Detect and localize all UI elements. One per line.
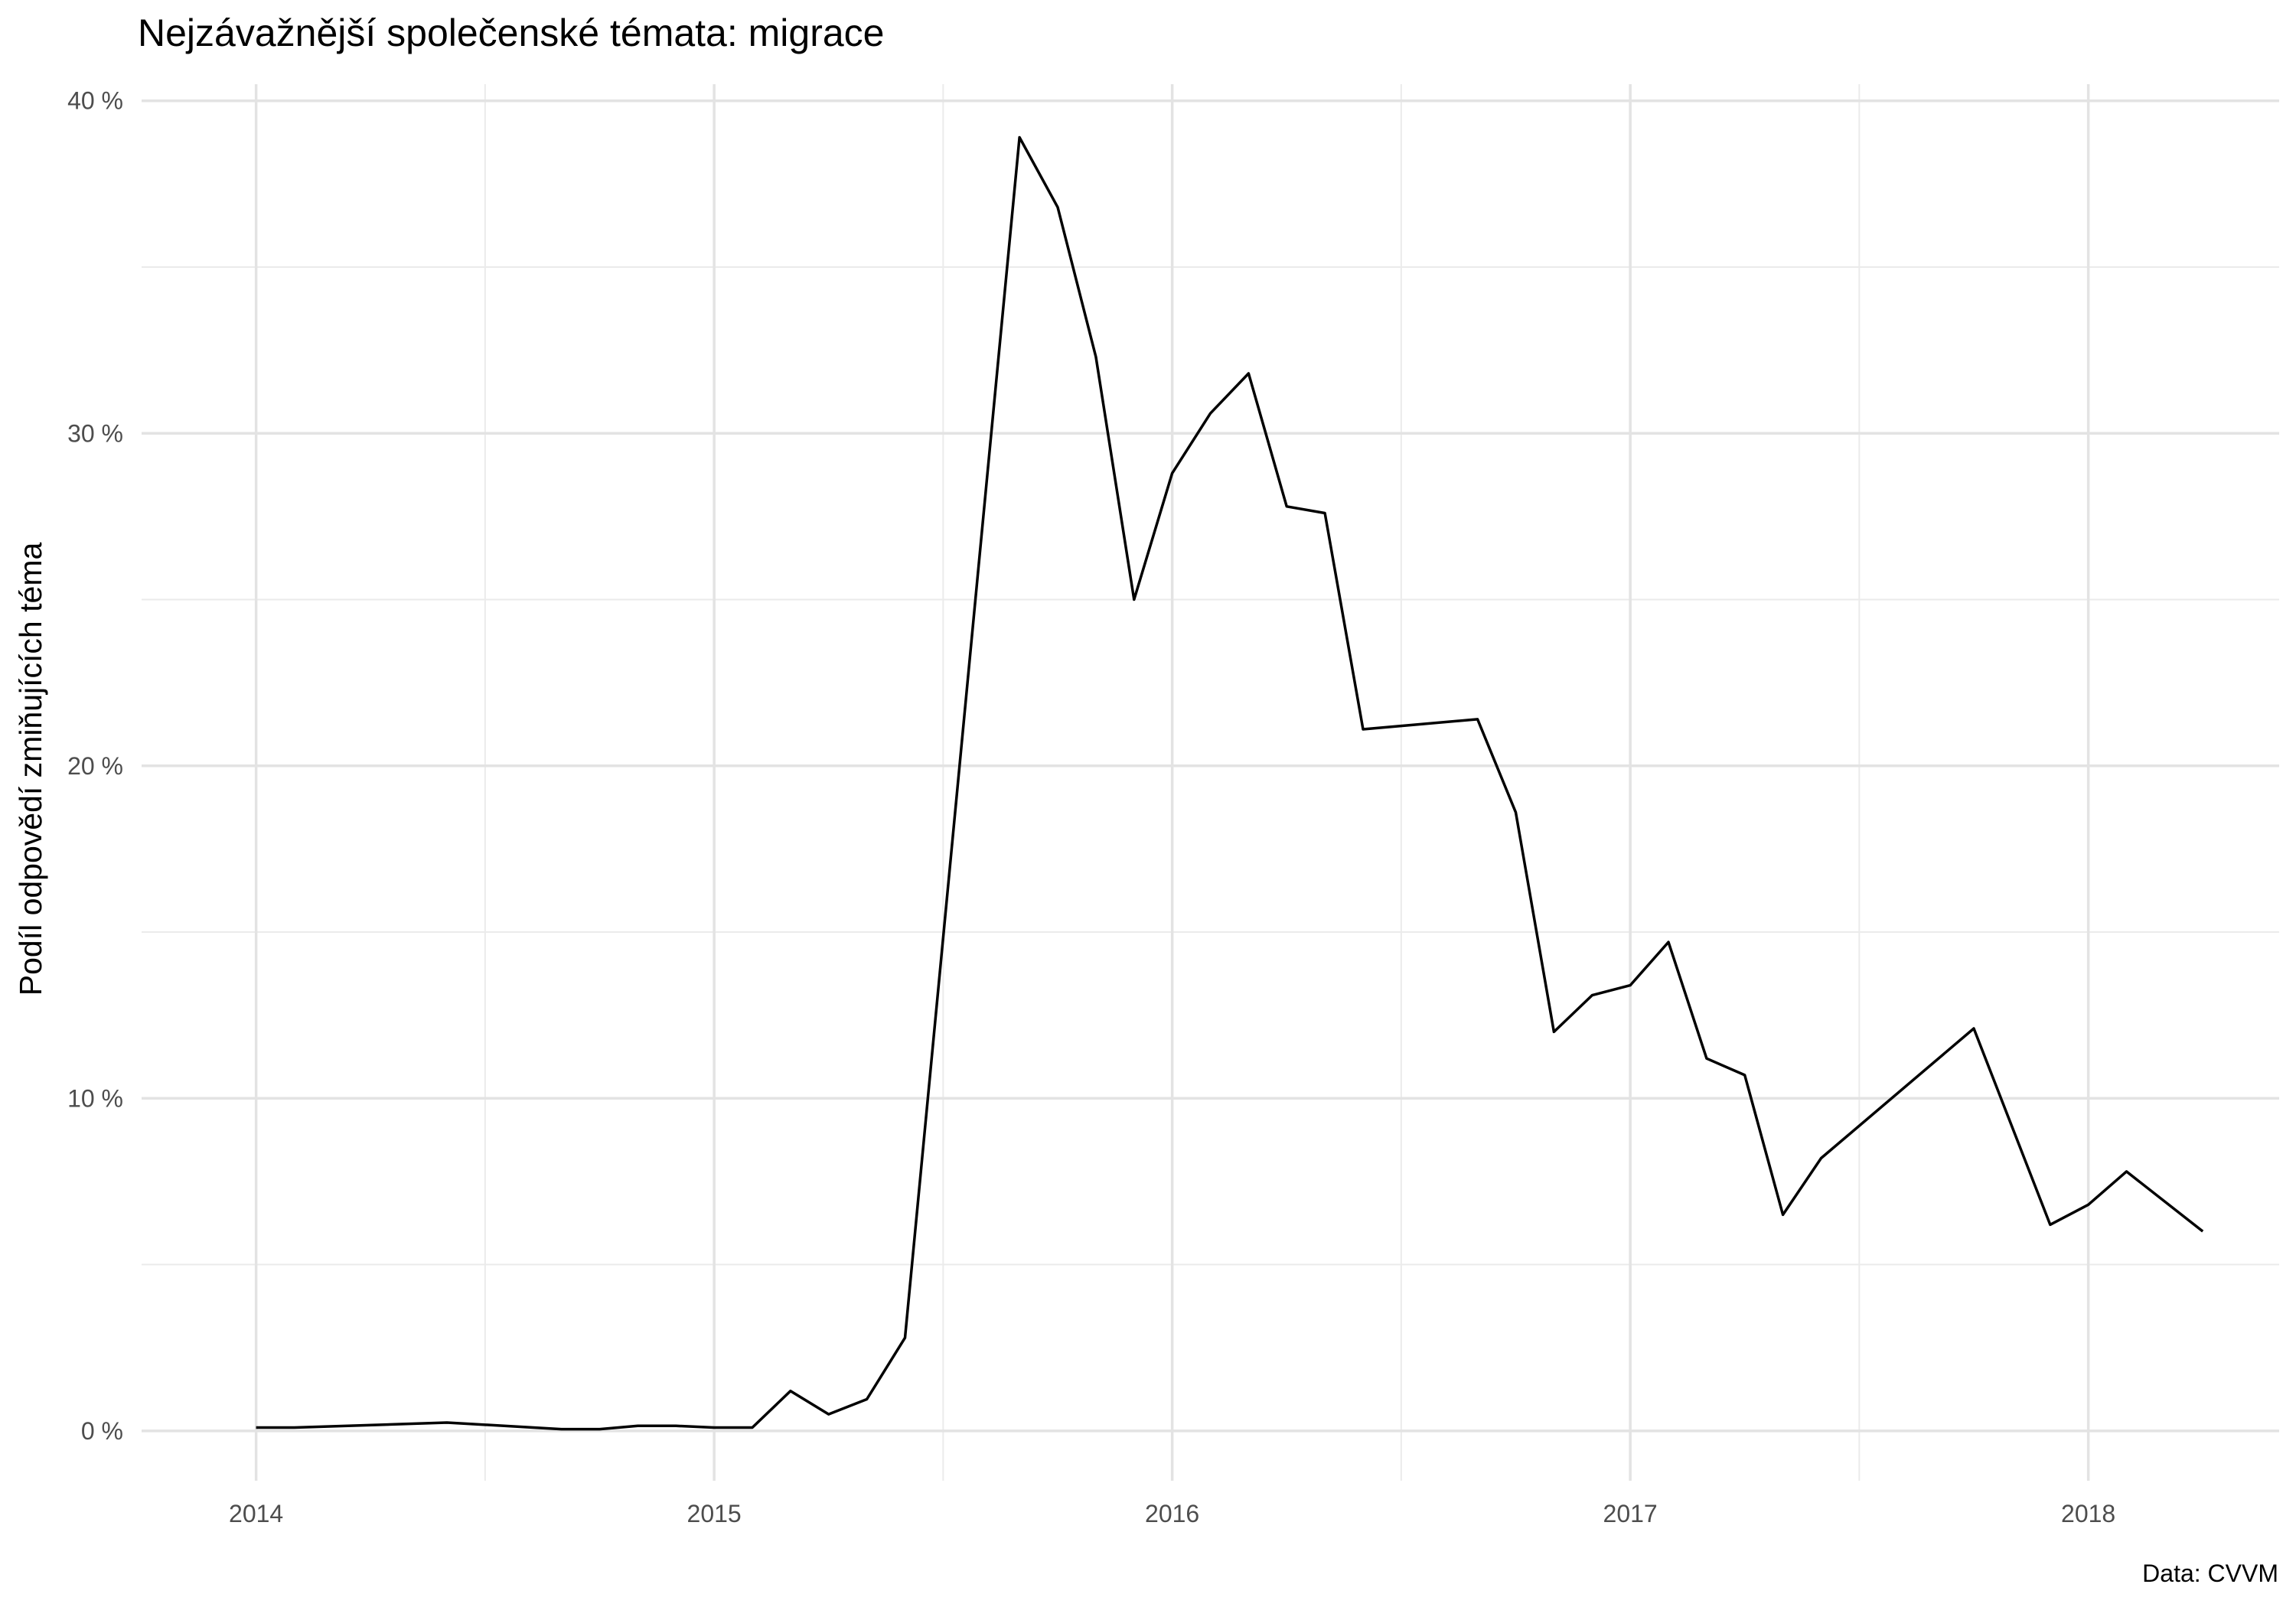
series-line: [256, 135, 2204, 1431]
x-tick-label: 2016: [1145, 1500, 1199, 1527]
minor-gridlines: [142, 84, 2279, 1481]
y-tick-label: 10 %: [67, 1084, 123, 1112]
chart-caption: Data: CVVM: [2142, 1560, 2278, 1587]
x-tick-label: 2017: [1603, 1500, 1658, 1527]
y-tick-label: 40 %: [67, 87, 123, 115]
series-layer: [256, 135, 2204, 1431]
y-tick-labels: 0 % 10 % 20 % 30 % 40 %: [67, 87, 123, 1445]
x-tick-label: 2015: [687, 1500, 742, 1527]
y-tick-label: 0 %: [81, 1417, 123, 1445]
chart-title: Nejzávažnější společenské témata: migrac…: [138, 11, 884, 54]
y-tick-label: 30 %: [67, 419, 123, 447]
y-axis-title: Podíl odpovědí zmiňujících téma: [13, 543, 48, 996]
x-tick-label: 2014: [229, 1500, 283, 1527]
major-gridlines: [142, 84, 2279, 1481]
x-tick-label: 2018: [2061, 1500, 2115, 1527]
y-tick-label: 20 %: [67, 752, 123, 780]
x-tick-labels: 2014 2015 2016 2017 2018: [229, 1500, 2115, 1527]
